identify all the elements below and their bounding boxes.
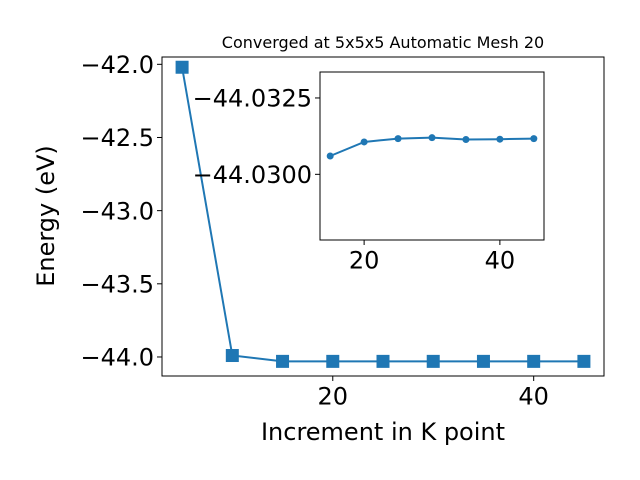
inset-data-point xyxy=(360,138,368,146)
y-tick-label: −42.5 xyxy=(80,124,154,152)
data-point xyxy=(276,354,290,368)
data-point xyxy=(527,354,541,368)
inset-x-tick-label: 20 xyxy=(349,246,380,274)
inset-x-tick-label: 40 xyxy=(485,246,516,274)
chart-title: Converged at 5x5x5 Automatic Mesh 20 xyxy=(222,33,544,52)
x-tick-label: 20 xyxy=(317,382,348,410)
inset-y-tick-label: −44.0325 xyxy=(193,85,312,113)
y-axis-label: Energy (eV) xyxy=(32,145,60,287)
y-tick-label: −42.0 xyxy=(80,51,154,79)
inset-axes-frame xyxy=(319,71,545,241)
data-point xyxy=(225,349,239,363)
inset-data-point xyxy=(394,135,402,143)
main-plot: 20 40 −42.0 −42.5 −43.0 −43.5 −44.0 xyxy=(80,51,605,410)
inset-y-tick-label: −44.0300 xyxy=(193,161,312,189)
y-tick-label: −43.0 xyxy=(80,197,154,225)
inset-data-point xyxy=(530,135,538,143)
inset-data-point xyxy=(428,134,436,142)
inset-plot: 20 40 −44.0325 −44.0300 xyxy=(193,71,545,274)
data-point xyxy=(376,354,390,368)
plot-background xyxy=(320,72,544,240)
data-point xyxy=(326,354,340,368)
data-point xyxy=(476,354,490,368)
data-point xyxy=(175,60,189,74)
inset-data-point xyxy=(462,136,470,144)
y-tick-label: −43.5 xyxy=(80,270,154,298)
x-axis-label: Increment in K point xyxy=(261,418,505,446)
x-tick-label: 40 xyxy=(518,382,549,410)
inset-data-point xyxy=(496,135,504,143)
y-tick-label: −44.0 xyxy=(80,344,154,372)
inset-data-point xyxy=(326,152,334,160)
axes-frame xyxy=(161,56,605,377)
data-point xyxy=(426,354,440,368)
data-point xyxy=(577,354,591,368)
